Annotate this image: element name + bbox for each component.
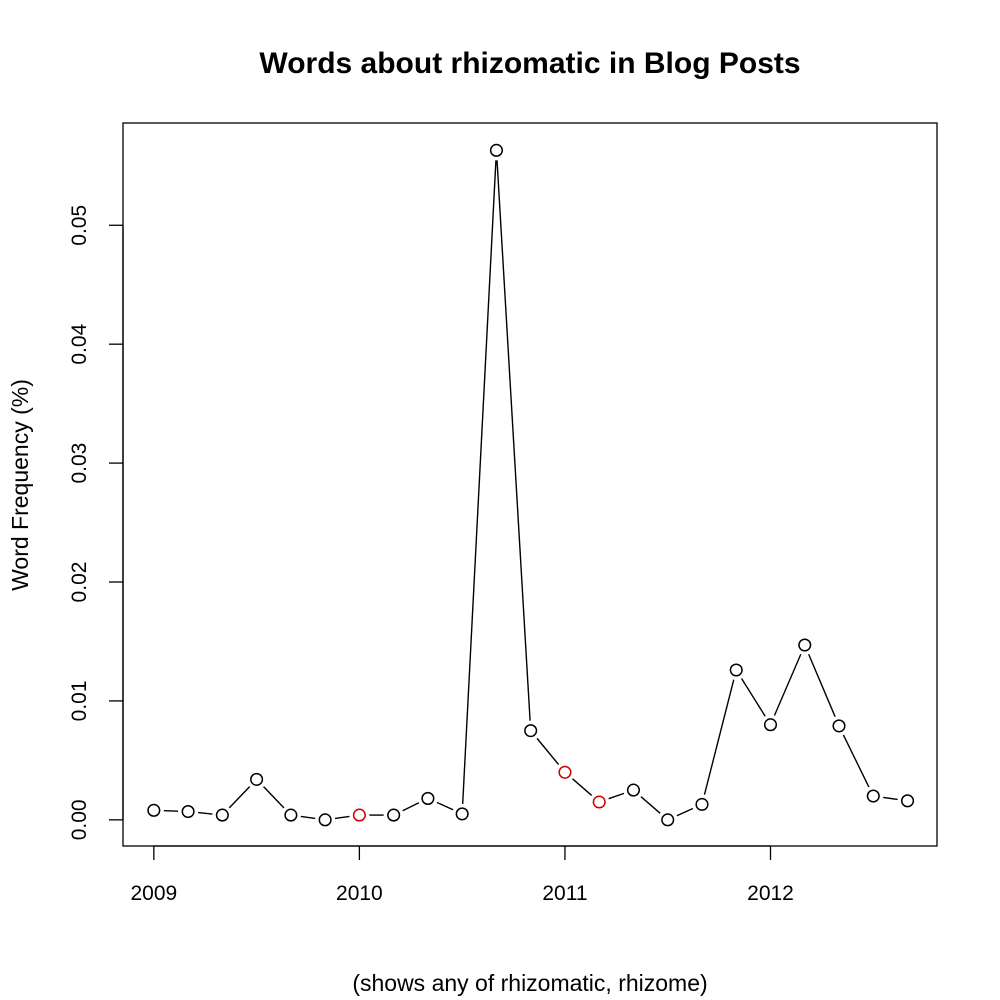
- data-point: [215, 808, 229, 822]
- data-point: [695, 797, 709, 811]
- series-line-segment: [461, 160, 497, 804]
- data-point-highlighted: [592, 795, 606, 809]
- data-point: [900, 794, 915, 808]
- series-line-segment: [572, 778, 593, 796]
- data-point: [489, 143, 503, 157]
- series-line-segment: [640, 796, 661, 814]
- x-tick-label: 2011: [542, 882, 587, 905]
- series-line-segment: [263, 786, 285, 809]
- x-tick-label: 2009: [130, 882, 177, 905]
- series-line-segment: [773, 653, 802, 716]
- x-tick-label: 2012: [747, 882, 794, 905]
- series-line-segment: [300, 815, 316, 820]
- series-line-segment: [703, 679, 735, 795]
- series-lines: [163, 160, 898, 820]
- series-line-segment: [197, 811, 213, 815]
- series-line-segment: [883, 796, 898, 801]
- data-point: [318, 813, 332, 827]
- data-point: [147, 803, 161, 817]
- data-point: [626, 783, 641, 797]
- data-point: [455, 807, 469, 821]
- series-line-segment: [402, 802, 420, 812]
- y-tick-label: 0.05: [68, 205, 91, 246]
- series-points: [147, 143, 915, 827]
- y-tick-label: 0.01: [68, 680, 91, 721]
- series-line-segment: [496, 160, 531, 721]
- data-point: [421, 791, 435, 805]
- y-axis: 0.00 0.01 0.02 0.03 0.04 0.05: [68, 205, 124, 840]
- data-point: [763, 718, 778, 732]
- y-tick-label: 0.04: [68, 323, 91, 364]
- series-line-segment: [740, 678, 766, 717]
- y-tick-label: 0.03: [68, 443, 91, 484]
- plot-frame: [122, 122, 938, 847]
- data-point: [250, 772, 264, 786]
- data-point: [661, 813, 675, 827]
- data-point: [524, 724, 538, 738]
- data-point: [832, 719, 846, 733]
- data-point: [866, 789, 880, 803]
- data-point: [387, 808, 401, 822]
- x-axis: 2009 2010 2011 2012: [130, 845, 794, 905]
- y-axis-label: Word Frequency (%): [7, 379, 33, 591]
- data-point-highlighted: [558, 765, 572, 779]
- data-point-highlighted: [352, 808, 366, 822]
- series-line-segment: [228, 786, 251, 809]
- series-line-segment: [536, 737, 560, 765]
- data-point: [284, 808, 298, 822]
- data-point: [729, 663, 743, 677]
- y-tick-label: 0.02: [68, 562, 91, 603]
- series-line-segment: [842, 734, 870, 788]
- x-axis-label: (shows any of rhizomatic, rhizome): [352, 970, 707, 996]
- series-line-segment: [436, 801, 454, 811]
- series-line-segment: [676, 807, 694, 817]
- y-tick-label: 0.00: [68, 799, 91, 840]
- x-tick-label: 2010: [336, 882, 383, 905]
- series-line-segment: [808, 653, 836, 717]
- series-line-segment: [608, 792, 625, 800]
- series-line-segment: [334, 815, 350, 820]
- chart-title: Words about rhizomatic in Blog Posts: [259, 47, 800, 80]
- data-point: [181, 804, 195, 819]
- data-point: [798, 638, 812, 652]
